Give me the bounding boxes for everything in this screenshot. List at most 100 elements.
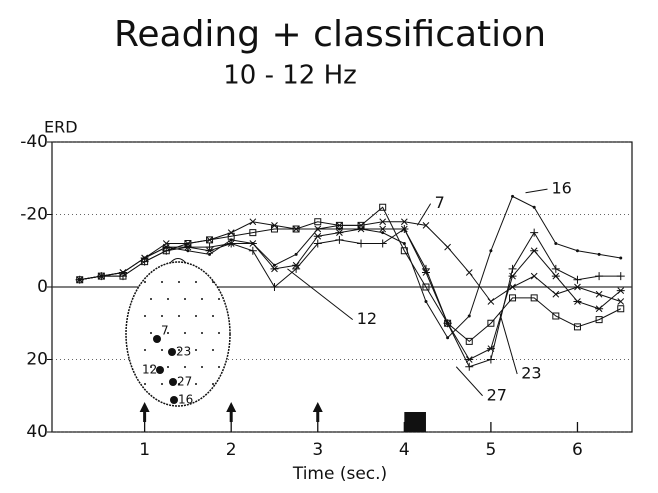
y-tick-label: 40 [26, 422, 48, 442]
electrode [161, 383, 163, 385]
data-point [465, 337, 473, 345]
data-point [357, 239, 366, 248]
data-point [205, 247, 214, 255]
data-point [208, 252, 212, 256]
electrode [150, 366, 152, 368]
data-point [489, 249, 493, 253]
data-point [292, 225, 300, 233]
x-tick-label: 1 [139, 440, 150, 460]
electrode [184, 366, 186, 368]
label-pointer [455, 366, 483, 397]
x-axis-label: Time (sec.) [292, 464, 387, 484]
label-pointer [525, 188, 548, 194]
electrode [150, 332, 152, 334]
electrode [195, 383, 197, 385]
data-point [421, 269, 430, 276]
data-point [597, 252, 601, 256]
data-point [313, 232, 322, 240]
series-label: 27 [487, 385, 507, 404]
data-point [552, 290, 560, 298]
series-label: 23 [521, 364, 541, 383]
electrode [161, 315, 163, 317]
chart-subtitle: 10 - 12 Hz [223, 61, 357, 91]
x-tick-label: 2 [226, 440, 237, 460]
data-point [422, 222, 430, 229]
data-point [205, 243, 214, 252]
cue-arrow [139, 402, 150, 422]
data-point [616, 272, 625, 281]
data-point [551, 264, 560, 273]
electrode [212, 315, 214, 317]
data-point [118, 269, 127, 276]
data-point [530, 272, 538, 280]
electrode-label: 16 [178, 393, 193, 407]
x-tick-label: 4 [399, 440, 410, 460]
data-point [183, 243, 192, 251]
data-point [335, 229, 344, 236]
x-tick-label: 6 [572, 440, 583, 460]
data-point [595, 316, 603, 324]
data-point [573, 298, 582, 305]
data-point [530, 294, 538, 302]
data-point [357, 225, 366, 233]
data-point [424, 300, 428, 303]
electrode [201, 298, 203, 300]
electrode [167, 332, 169, 334]
data-point [530, 228, 539, 237]
data-point [379, 203, 387, 211]
data-point [619, 256, 623, 260]
data-point [400, 218, 408, 226]
data-point [487, 298, 495, 305]
data-point [573, 323, 581, 331]
data-point [551, 272, 560, 280]
data-point [76, 276, 84, 284]
data-point [75, 276, 84, 284]
data-point [271, 222, 278, 229]
label-pointer [416, 203, 432, 226]
series-label: 16 [551, 179, 571, 198]
data-point [186, 249, 190, 253]
data-point [574, 283, 581, 291]
data-point [292, 264, 301, 273]
series-line [79, 206, 621, 343]
data-point [575, 249, 579, 253]
data-point [509, 283, 516, 291]
electrode [218, 332, 220, 334]
data-point [294, 252, 298, 256]
data-point [573, 275, 582, 284]
data-point [595, 290, 603, 298]
electrode-marked [168, 348, 176, 356]
electrode [195, 315, 197, 317]
y-tick-label: 0 [37, 277, 48, 297]
data-point [467, 314, 471, 318]
data-point [316, 227, 320, 231]
data-point [97, 272, 106, 280]
data-point [292, 261, 301, 269]
data-point [552, 312, 560, 320]
electrode [218, 298, 220, 300]
data-point [249, 218, 257, 226]
y-tick-label: -20 [20, 205, 48, 225]
series-line [79, 195, 621, 339]
head-outline [125, 261, 231, 407]
label-pointer [499, 312, 518, 375]
data-point [508, 264, 517, 273]
y-axis-label: ERD [44, 118, 78, 137]
electrode [212, 383, 214, 385]
data-point [465, 356, 474, 363]
electrode [144, 349, 146, 351]
electrode [178, 383, 180, 385]
data-point [378, 239, 387, 248]
electrode [184, 298, 186, 300]
nose [169, 258, 187, 264]
y-tick-label: 20 [26, 350, 48, 370]
data-point [140, 254, 149, 262]
data-point [272, 263, 276, 267]
data-point [595, 305, 604, 313]
electrode-marked [169, 378, 177, 386]
data-point [227, 240, 236, 247]
electrode [144, 383, 146, 385]
cue-arrow [226, 402, 237, 422]
data-point [248, 240, 257, 247]
